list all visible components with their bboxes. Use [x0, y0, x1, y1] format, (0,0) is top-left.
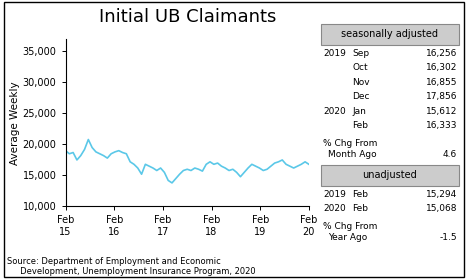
Text: Feb: Feb [352, 205, 368, 213]
Text: -1.5: -1.5 [439, 233, 457, 242]
Text: 16,256: 16,256 [426, 49, 457, 58]
Text: % Chg From: % Chg From [323, 222, 377, 231]
Text: unadjusted: unadjusted [362, 170, 417, 180]
Text: 15,068: 15,068 [426, 205, 457, 213]
Text: 4.6: 4.6 [443, 150, 457, 158]
Text: Dec: Dec [352, 92, 370, 101]
Text: Oct: Oct [352, 63, 368, 72]
Text: 17,856: 17,856 [426, 92, 457, 101]
Text: Month Ago: Month Ago [328, 150, 376, 158]
Text: seasonally adjusted: seasonally adjusted [341, 29, 438, 39]
Y-axis label: Average Weekly: Average Weekly [10, 81, 20, 165]
Text: Nov: Nov [352, 78, 370, 87]
Text: Feb: Feb [352, 121, 368, 130]
Text: 16,855: 16,855 [426, 78, 457, 87]
Text: 2019: 2019 [323, 190, 346, 199]
Text: Year Ago: Year Ago [328, 233, 367, 242]
Text: Feb: Feb [352, 190, 368, 199]
Text: 2020: 2020 [323, 205, 346, 213]
Text: Initial UB Claimants: Initial UB Claimants [98, 8, 276, 27]
Text: 2020: 2020 [323, 107, 346, 116]
Text: 16,333: 16,333 [426, 121, 457, 130]
Text: 15,612: 15,612 [426, 107, 457, 116]
Text: Sep: Sep [352, 49, 370, 58]
Text: Jan: Jan [352, 107, 366, 116]
Text: 15,294: 15,294 [426, 190, 457, 199]
Text: 16,302: 16,302 [426, 63, 457, 72]
Text: 2019: 2019 [323, 49, 346, 58]
Text: Source: Department of Employment and Economic
     Development, Unemployment Ins: Source: Department of Employment and Eco… [7, 257, 256, 276]
Text: % Chg From: % Chg From [323, 139, 377, 148]
